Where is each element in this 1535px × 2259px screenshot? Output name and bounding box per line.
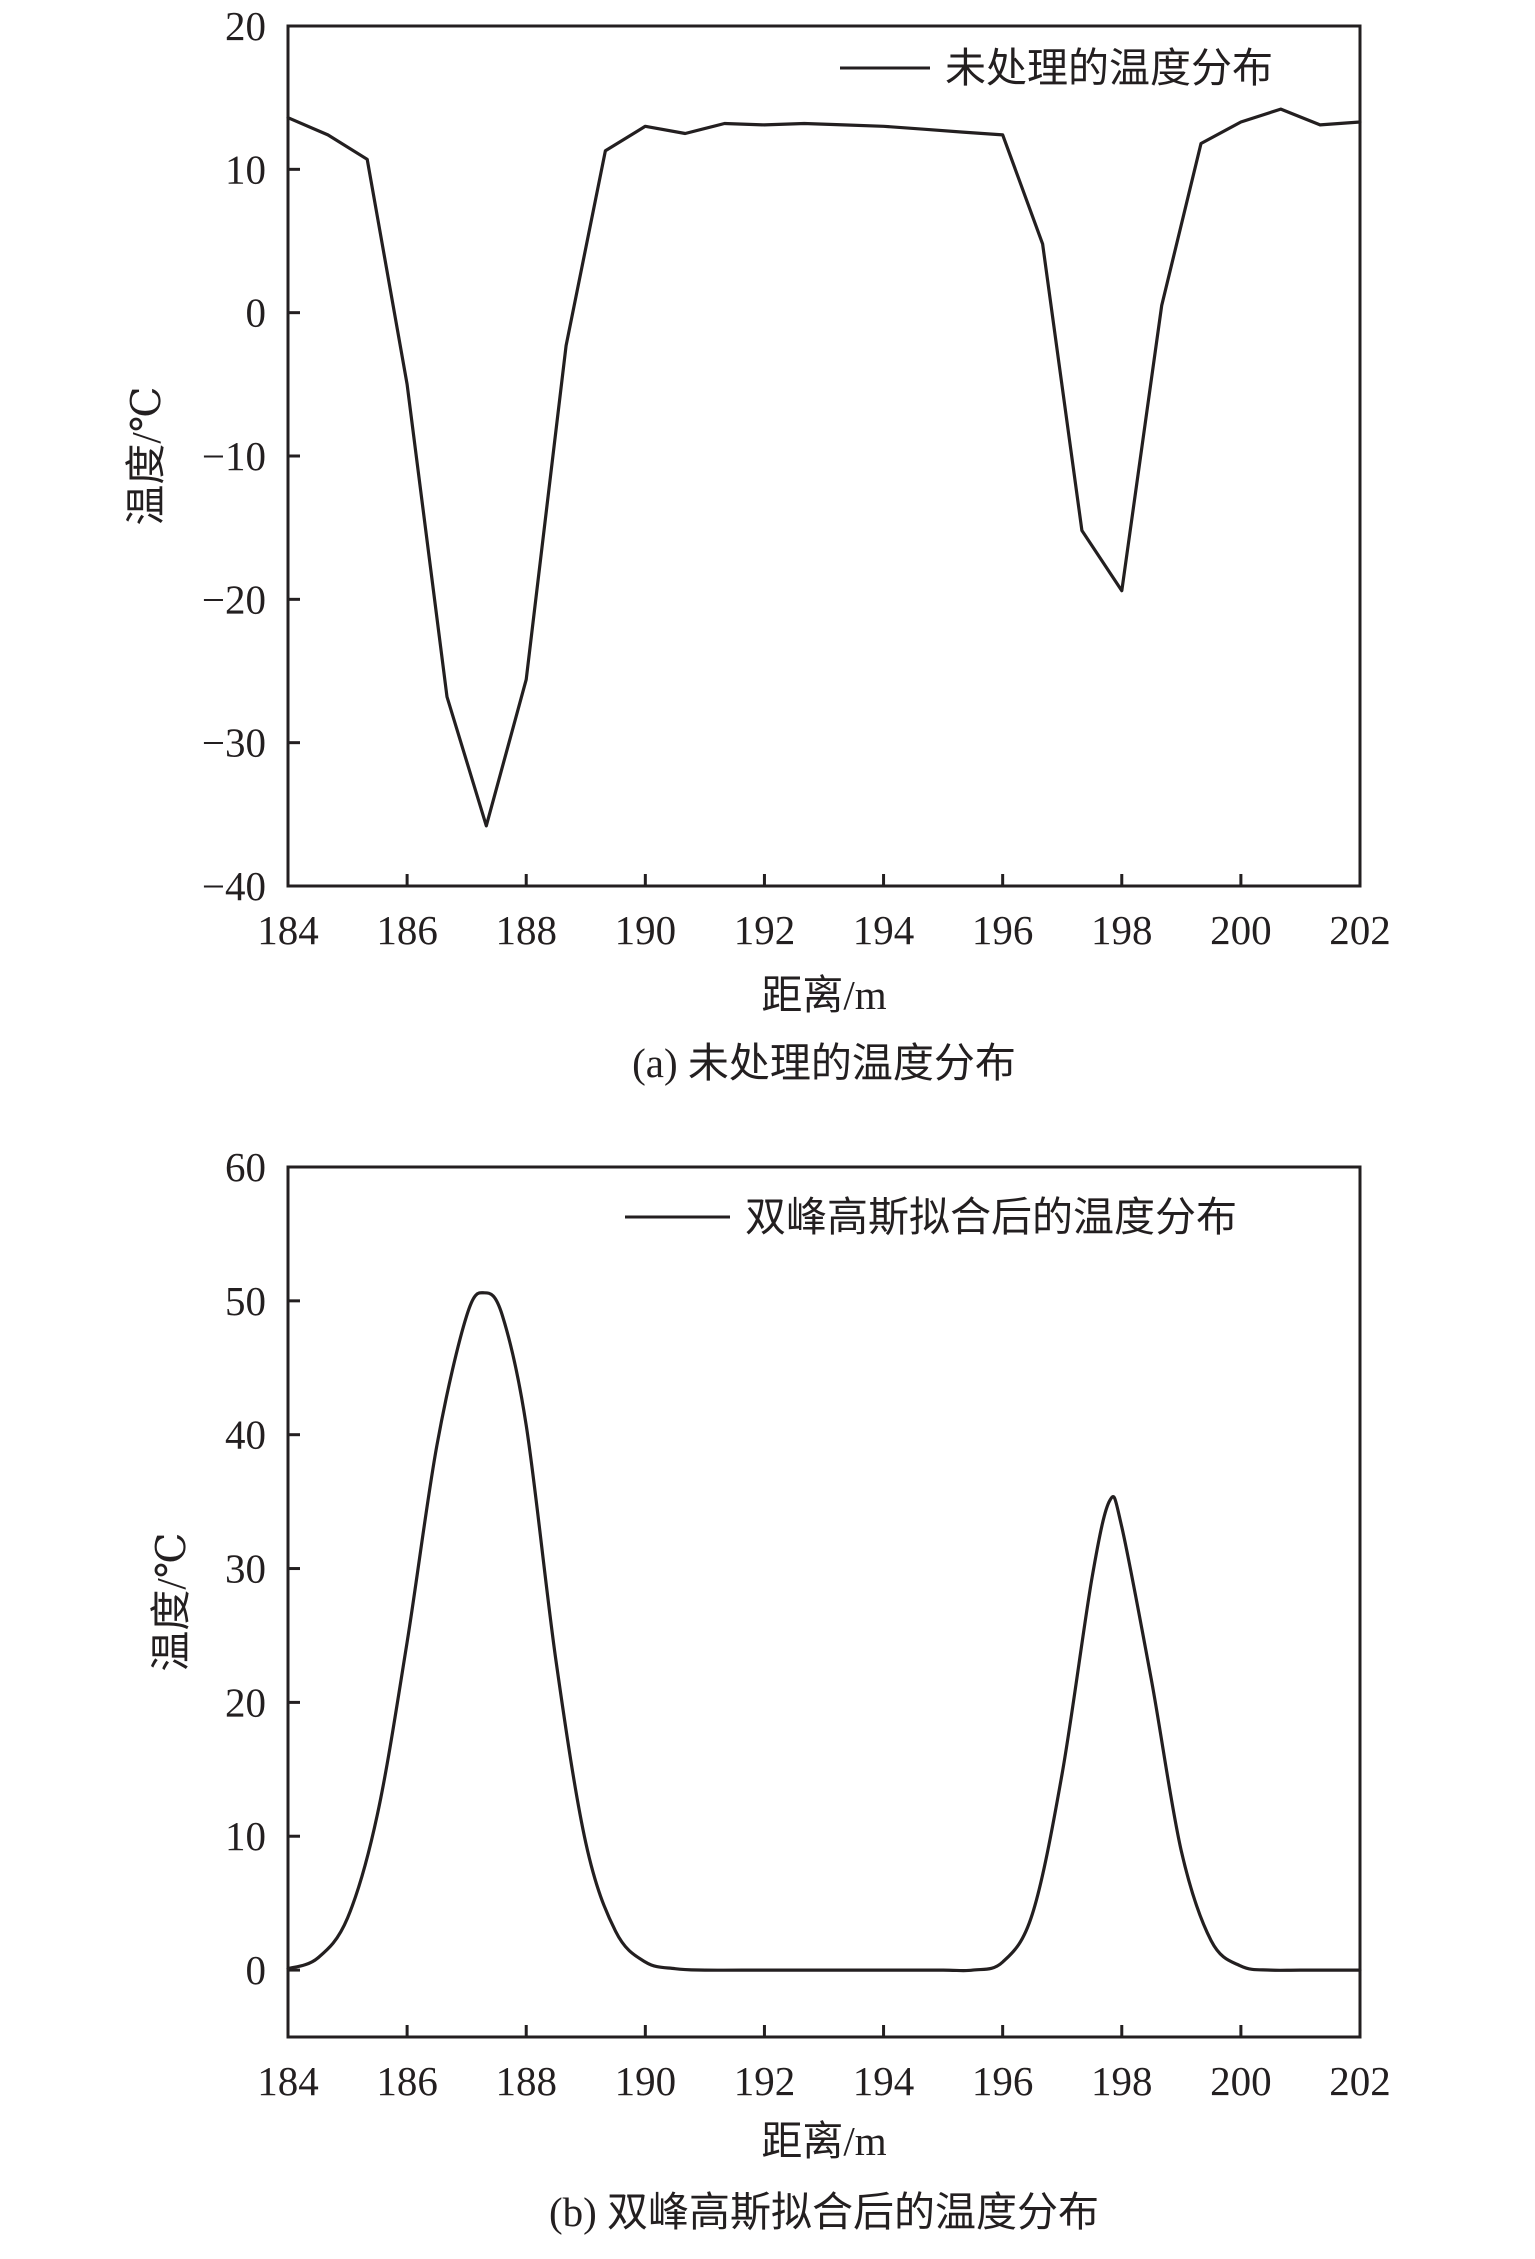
- x-tick-label-a: 200: [1210, 907, 1272, 953]
- panel-a: 184 186 188 190 192 194 196 198 200 202−40−30−20−…: [123, 3, 1391, 1086]
- x-tick-label-b: 202: [1329, 2058, 1391, 2104]
- x-tick-label-b: 186: [376, 2058, 438, 2104]
- series-line-b: [286, 1291, 1362, 1973]
- caption-a: (a) 未处理的温度分布: [632, 1040, 1016, 1086]
- x-tick-label-b: 188: [495, 2058, 557, 2104]
- x-tick-label-a: 196: [972, 907, 1034, 953]
- x-tick-label-b: 196: [972, 2058, 1034, 2104]
- y-tick-label-b: 20: [225, 1679, 266, 1725]
- y-tick-label-a: −40: [202, 863, 266, 909]
- x-tick-label-b: 198: [1091, 2058, 1153, 2104]
- x-tick-label-a: 188: [495, 907, 557, 953]
- legend-label-b: 双峰高斯拟合后的温度分布: [745, 1194, 1237, 1240]
- y-tick-label-a: −20: [202, 576, 266, 622]
- x-tick-label-b: 190: [615, 2058, 677, 2104]
- y-tick-label-a: 20: [225, 3, 266, 49]
- x-tick-label-b: 194: [853, 2058, 915, 2104]
- legend-b: 双峰高斯拟合后的温度分布: [625, 1194, 1237, 1240]
- y-tick-label-b: 40: [225, 1412, 266, 1458]
- y-tick-label-b: 10: [225, 1813, 266, 1859]
- ticks-b: 184 186 188 190 192 194 196 198 200 202 0 10 20 30 40 5…: [225, 1144, 1391, 2104]
- y-tick-label-a: −30: [202, 720, 266, 766]
- y-tick-label-b: 30: [225, 1546, 266, 1592]
- x-axis-title-b: 距离/m: [761, 2118, 886, 2164]
- x-tick-label-a: 184: [257, 907, 319, 953]
- legend-label-a: 未处理的温度分布: [945, 45, 1273, 91]
- x-tick-label-b: 192: [734, 2058, 796, 2104]
- x-tick-label-a: 186: [376, 907, 438, 953]
- panel-b: 184 186 188 190 192 194 196 198 200 202 0 10 20 30 40 5…: [148, 1144, 1391, 2235]
- x-tick-label-a: 194: [853, 907, 915, 953]
- y-tick-label-b: 60: [225, 1144, 266, 1190]
- ticks-a: 184 186 188 190 192 194 196 198 200 202−40−30−20−…: [202, 3, 1391, 953]
- y-tick-label-a: 10: [225, 146, 266, 192]
- x-tick-label-a: 192: [734, 907, 796, 953]
- y-tick-label-a: 0: [246, 290, 267, 336]
- x-axis-title-a: 距离/m: [761, 972, 886, 1018]
- x-tick-label-a: 190: [615, 907, 677, 953]
- x-tick-label-a: 202: [1329, 907, 1391, 953]
- caption-b: (b) 双峰高斯拟合后的温度分布: [549, 2189, 1099, 2235]
- plot-frame-b: [286, 1165, 1362, 2039]
- y-axis-title-b: 温度/℃: [148, 1532, 194, 1671]
- y-tick-label-b: 50: [225, 1278, 266, 1324]
- y-tick-label-a: −10: [202, 433, 266, 479]
- x-tick-label-a: 198: [1091, 907, 1153, 953]
- x-tick-label-b: 200: [1210, 2058, 1272, 2104]
- y-axis-title-a: 温度/℃: [123, 386, 169, 525]
- legend-a: 未处理的温度分布: [840, 45, 1273, 91]
- series-line-a: [286, 107, 1362, 828]
- y-tick-label-b: 0: [246, 1947, 267, 1993]
- x-tick-label-b: 184: [257, 2058, 319, 2104]
